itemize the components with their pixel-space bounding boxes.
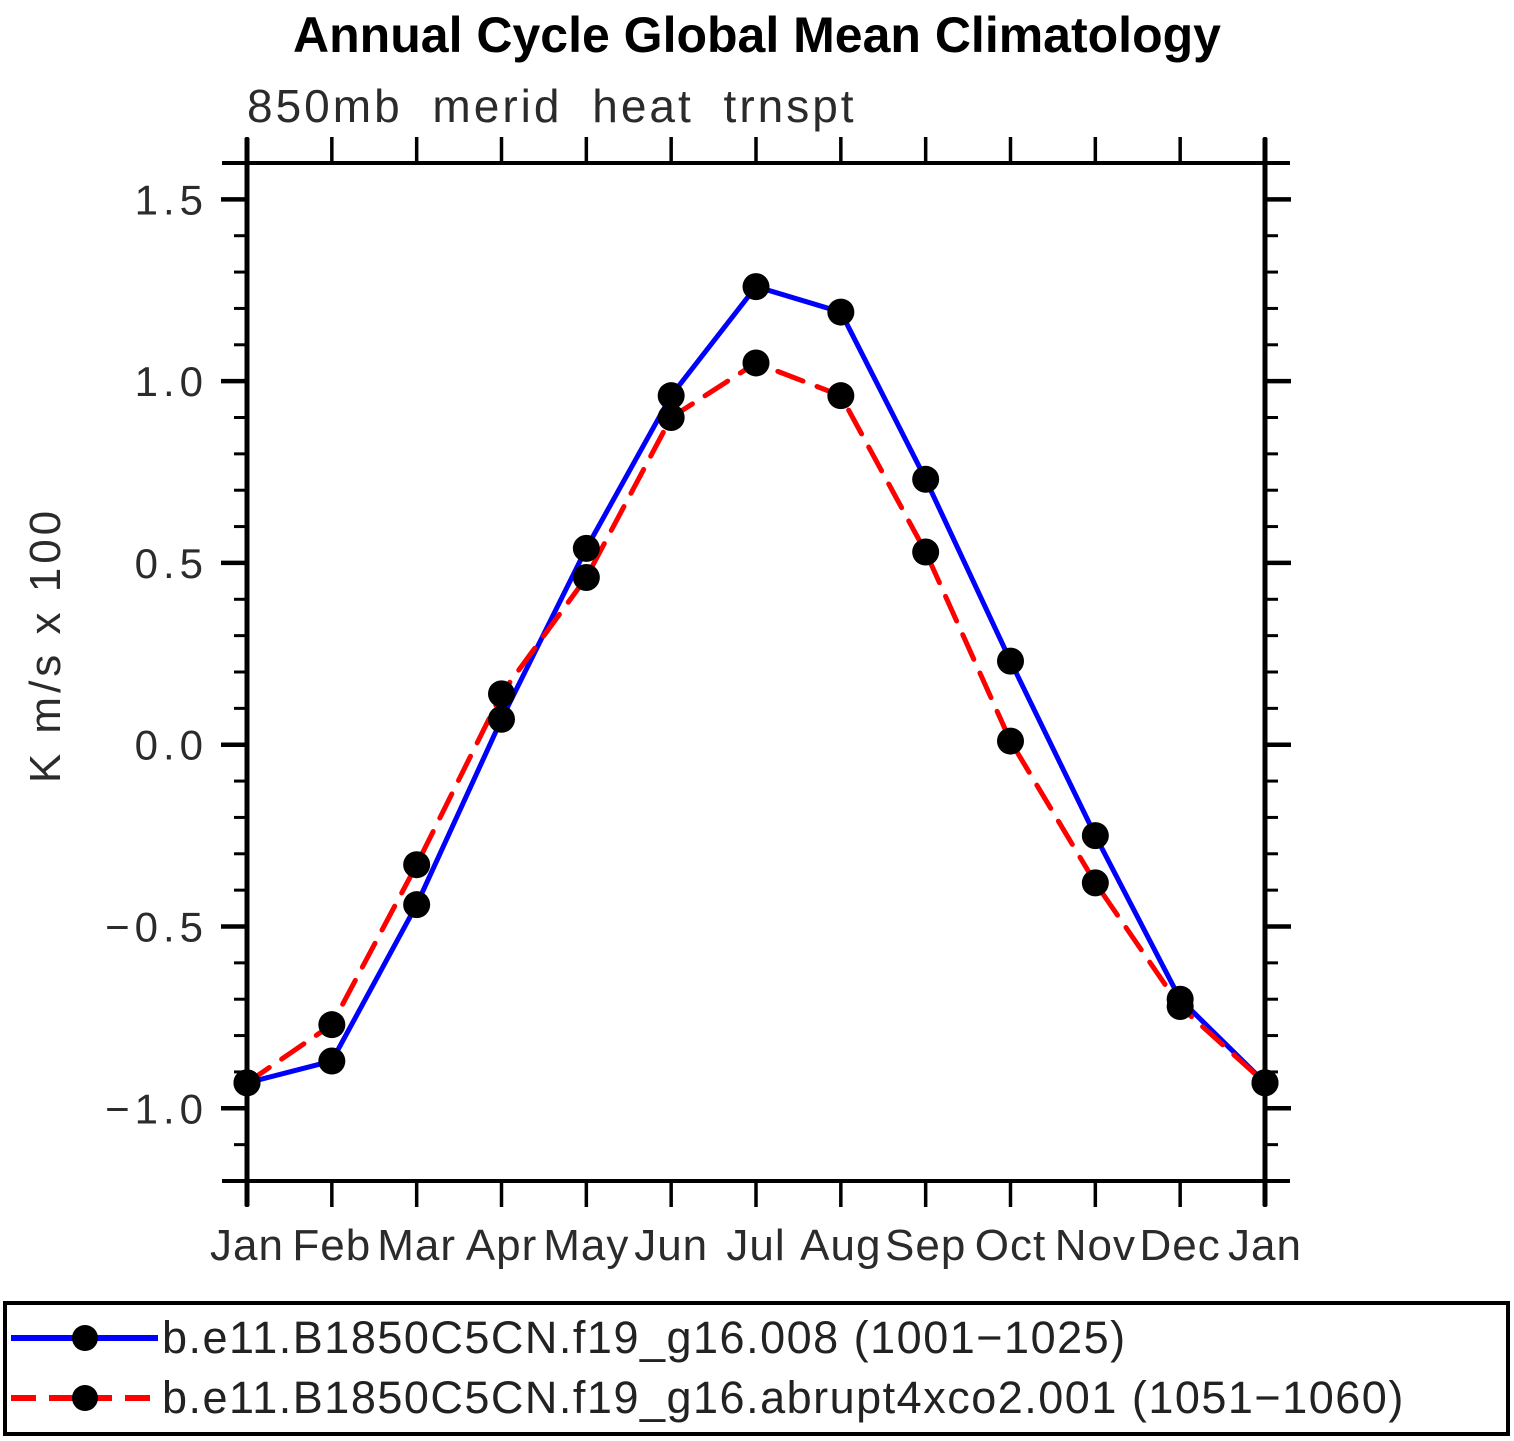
data-point bbox=[997, 727, 1024, 755]
y-axis-label: K m/s x 100 bbox=[21, 507, 70, 783]
data-point bbox=[488, 705, 515, 733]
data-point bbox=[572, 563, 600, 591]
month-label: Jun bbox=[634, 1221, 708, 1270]
data-point bbox=[1081, 869, 1109, 897]
y-tick-label: 1.0 bbox=[135, 358, 208, 405]
legend-marker-dot bbox=[72, 1385, 98, 1411]
data-point bbox=[1081, 822, 1109, 850]
legend-label-control-run: b.e11.B1850C5CN.f19_g16.008 (1001−1025) bbox=[162, 1312, 1127, 1363]
data-point bbox=[657, 382, 685, 410]
month-label: Jul bbox=[726, 1221, 785, 1270]
legend-marker-dot bbox=[72, 1325, 98, 1351]
month-label: Nov bbox=[1055, 1221, 1136, 1270]
month-label: Jan bbox=[1228, 1221, 1302, 1270]
series-line-0 bbox=[244, 284, 1268, 1086]
data-point bbox=[827, 382, 855, 410]
data-point bbox=[318, 1047, 346, 1075]
month-label: Mar bbox=[377, 1221, 456, 1270]
y-tick-label: 0.5 bbox=[135, 540, 208, 587]
data-point bbox=[657, 404, 685, 431]
data-point bbox=[403, 891, 431, 919]
chart-subtitle: 850mb merid heat trnspt bbox=[247, 80, 857, 132]
axes bbox=[221, 137, 1291, 1207]
legend-item-abrupt4xco2-run: b.e11.B1850C5CN.f19_g16.abrupt4xco2.001 … bbox=[11, 1372, 1405, 1423]
month-label: Sep bbox=[885, 1221, 966, 1270]
chart-title: Annual Cycle Global Mean Climatology bbox=[293, 7, 1221, 63]
legend-label-abrupt4xco2-run: b.e11.B1850C5CN.f19_g16.abrupt4xco2.001 … bbox=[162, 1372, 1405, 1423]
data-point bbox=[1166, 992, 1194, 1020]
data-point bbox=[742, 273, 770, 301]
series-line-1 bbox=[244, 360, 1268, 1086]
month-label: Feb bbox=[292, 1221, 371, 1270]
x-axis-month-labels: Jan Feb Mar Apr May Jun Jul Aug Sep Oct Nov Dec Jan bbox=[210, 1221, 1302, 1270]
data-point bbox=[742, 349, 770, 377]
data-point bbox=[1251, 1069, 1279, 1097]
data-point bbox=[827, 298, 855, 326]
data-point bbox=[233, 1069, 261, 1097]
data-series bbox=[244, 284, 1268, 1086]
data-point bbox=[572, 534, 600, 562]
y-tick-label: 0.0 bbox=[135, 722, 208, 769]
y-tick-label: −0.5 bbox=[105, 904, 208, 951]
legend-border bbox=[3, 1301, 1510, 1436]
data-point bbox=[403, 851, 431, 879]
legend-box: b.e11.B1850C5CN.f19_g16.008 (1001−1025) … bbox=[3, 1301, 1510, 1436]
data-point bbox=[488, 680, 515, 708]
y-axis-tick-labels: 1.5 1.0 0.5 0.0 −0.5 −1.0 bbox=[105, 176, 208, 1132]
data-point bbox=[997, 647, 1024, 675]
y-tick-label: −1.0 bbox=[105, 1085, 208, 1132]
data-point bbox=[912, 465, 940, 493]
month-label: Jan bbox=[210, 1221, 284, 1270]
month-label: Apr bbox=[466, 1221, 537, 1270]
data-markers bbox=[233, 273, 1279, 1097]
data-point bbox=[912, 538, 940, 566]
data-point bbox=[318, 1011, 346, 1039]
y-tick-label: 1.5 bbox=[135, 176, 208, 223]
month-label: May bbox=[543, 1221, 629, 1270]
month-label: Aug bbox=[800, 1221, 881, 1270]
legend-item-control-run: b.e11.B1850C5CN.f19_g16.008 (1001−1025) bbox=[11, 1312, 1127, 1363]
month-label: Oct bbox=[975, 1221, 1046, 1270]
month-label: Dec bbox=[1140, 1221, 1221, 1270]
